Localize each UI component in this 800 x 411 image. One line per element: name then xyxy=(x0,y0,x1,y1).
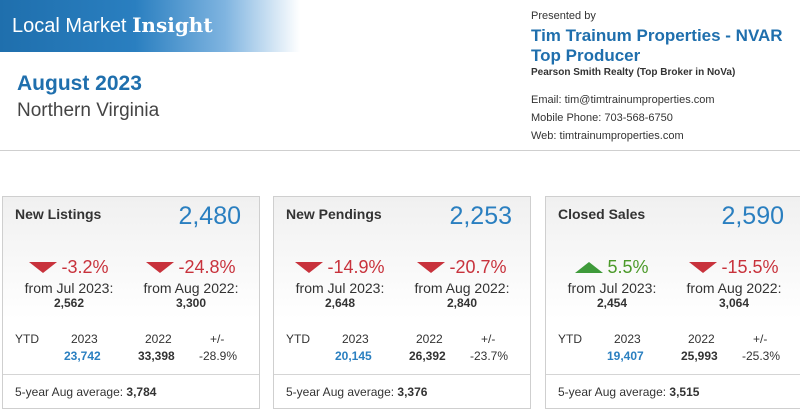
year-prior-value: 2,840 xyxy=(446,296,478,310)
month-label: from Jul 2023: xyxy=(24,280,114,296)
month-change: -14.9% xyxy=(280,257,400,278)
ytd-year-current: 2023 xyxy=(342,332,369,346)
ytd-diff-label: +/- xyxy=(481,332,496,346)
up-arrow-icon xyxy=(575,262,604,273)
ytd-year-prior: 2022 xyxy=(688,332,715,346)
card-header xyxy=(546,197,800,319)
ytd-diff-value: -25.3% xyxy=(742,349,781,363)
down-arrow-icon xyxy=(29,262,58,273)
year-change: -20.7% xyxy=(402,257,522,278)
ytd-prior-value: 26,392 xyxy=(409,349,446,363)
ytd-prior-value: 33,398 xyxy=(138,349,175,363)
month-change: 5.5% xyxy=(552,257,672,278)
year-prior-value: 3,300 xyxy=(175,296,207,310)
ytd-year-prior: 2022 xyxy=(416,332,443,346)
year-change: -15.5% xyxy=(674,257,794,278)
banner-title-bold: Insight xyxy=(132,13,213,37)
month-change: -3.2% xyxy=(9,257,129,278)
year-label: from Aug 2022: xyxy=(143,280,239,296)
five-year-average: 5-year Aug average: 3,376 xyxy=(286,385,427,399)
card-header xyxy=(274,197,530,319)
month-prior-value: 2,562 xyxy=(53,296,85,310)
header-divider xyxy=(0,150,800,151)
year-label: from Aug 2022: xyxy=(414,280,510,296)
agent-name: Tim Trainum Properties - NVAR Top Produc… xyxy=(531,26,783,65)
ytd-current-value: 23,742 xyxy=(64,349,101,363)
card-new-listings: New Listings 2,480 -3.2% from Jul 2023: … xyxy=(2,196,260,409)
ytd-year-prior: 2022 xyxy=(145,332,172,346)
ytd-label: YTD xyxy=(558,332,582,346)
down-arrow-icon xyxy=(689,262,718,273)
year-change-pct: -24.8% xyxy=(178,257,236,277)
banner-title-light: Local Market xyxy=(12,15,133,37)
presented-by: Presented by xyxy=(531,10,596,22)
avg-value: 3,376 xyxy=(397,385,428,399)
year-change-pct: -20.7% xyxy=(449,257,507,277)
card-header xyxy=(3,197,259,319)
ytd-year-current: 2023 xyxy=(71,332,98,346)
ytd-diff-label: +/- xyxy=(753,332,768,346)
month-change-pct: -14.9% xyxy=(327,257,385,277)
ytd-prior-value: 25,993 xyxy=(681,349,718,363)
five-year-average: 5-year Aug average: 3,515 xyxy=(558,385,699,399)
banner: Local Market Insight xyxy=(0,0,300,52)
down-arrow-icon xyxy=(417,262,446,273)
avg-value: 3,515 xyxy=(669,385,700,399)
avg-label: 5-year Aug average: xyxy=(15,385,124,399)
agent-email[interactable]: Email: tim@timtrainumproperties.com xyxy=(531,94,715,106)
avg-label: 5-year Aug average: xyxy=(286,385,395,399)
ytd-year-current: 2023 xyxy=(614,332,641,346)
year-comparison: -15.5% from Aug 2022: 3,064 xyxy=(674,257,794,311)
agent-block: Presented by Tim Trainum Properties - NV… xyxy=(531,10,796,144)
down-arrow-icon xyxy=(146,262,175,273)
avg-label: 5-year Aug average: xyxy=(558,385,667,399)
month-change-pct: 5.5% xyxy=(607,257,649,277)
year-change: -24.8% xyxy=(131,257,251,278)
ytd-label: YTD xyxy=(286,332,310,346)
avg-value: 3,784 xyxy=(126,385,157,399)
card-divider xyxy=(546,374,800,375)
month-label: from Jul 2023: xyxy=(567,280,657,296)
card-closed-sales: Closed Sales 2,590 5.5% from Jul 2023: 2… xyxy=(545,196,800,409)
ytd-current-value: 19,407 xyxy=(607,349,644,363)
card-title: New Pendings xyxy=(286,206,382,222)
banner-title: Local Market Insight xyxy=(12,13,213,38)
card-divider xyxy=(3,374,259,375)
year-prior-value: 3,064 xyxy=(718,296,750,310)
ytd-diff-value: -23.7% xyxy=(470,349,509,363)
agent-phone[interactable]: Mobile Phone: 703-568-6750 xyxy=(531,112,673,124)
year-label: from Aug 2022: xyxy=(686,280,782,296)
agent-web[interactable]: Web: timtrainumproperties.com xyxy=(531,130,684,142)
year-comparison: -24.8% from Aug 2022: 3,300 xyxy=(131,257,251,311)
ytd-diff-value: -28.9% xyxy=(199,349,238,363)
card-title: Closed Sales xyxy=(558,206,646,222)
month-comparison: -14.9% from Jul 2023: 2,648 xyxy=(280,257,400,311)
month-prior-value: 2,454 xyxy=(596,296,628,310)
month-change-pct: -3.2% xyxy=(61,257,109,277)
card-divider xyxy=(274,374,530,375)
report-region: Northern Virginia xyxy=(17,100,160,121)
brokerage: Pearson Smith Realty (Top Broker in NoVa… xyxy=(531,67,736,78)
month-comparison: -3.2% from Jul 2023: 2,562 xyxy=(9,257,129,311)
card-value: 2,253 xyxy=(449,202,512,230)
card-title: New Listings xyxy=(15,206,102,222)
month-prior-value: 2,648 xyxy=(324,296,356,310)
report-date: August 2023 xyxy=(17,72,142,95)
ytd-diff-label: +/- xyxy=(210,332,225,346)
year-change-pct: -15.5% xyxy=(721,257,779,277)
month-comparison: 5.5% from Jul 2023: 2,454 xyxy=(552,257,672,311)
five-year-average: 5-year Aug average: 3,784 xyxy=(15,385,156,399)
ytd-label: YTD xyxy=(15,332,39,346)
card-new-pendings: New Pendings 2,253 -14.9% from Jul 2023:… xyxy=(273,196,531,409)
card-value: 2,590 xyxy=(721,202,784,230)
month-label: from Jul 2023: xyxy=(295,280,385,296)
down-arrow-icon xyxy=(295,262,324,273)
ytd-current-value: 20,145 xyxy=(335,349,372,363)
year-comparison: -20.7% from Aug 2022: 2,840 xyxy=(402,257,522,311)
card-value: 2,480 xyxy=(178,202,241,230)
